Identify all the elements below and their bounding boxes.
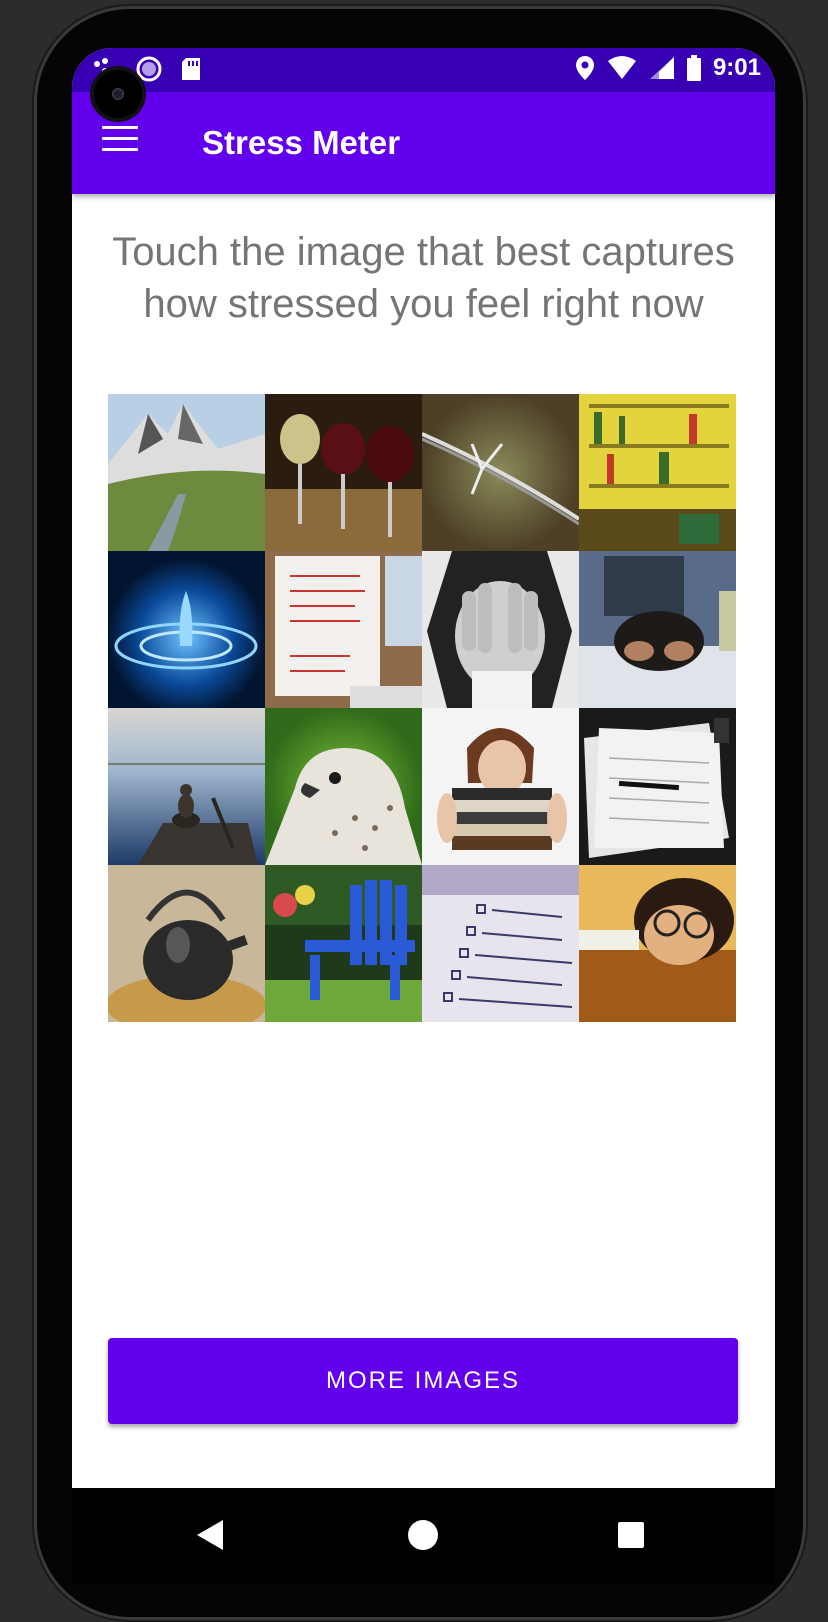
- app-bar: Stress Meter: [72, 92, 775, 194]
- more-images-button[interactable]: MORE IMAGES: [108, 1338, 738, 1424]
- navigation-bar: [72, 1488, 775, 1584]
- teapot-image[interactable]: [108, 865, 265, 1022]
- blue-chair-image[interactable]: [265, 865, 422, 1022]
- prompt-text: Touch the image that best captures how s…: [112, 230, 735, 326]
- wine-glasses-image[interactable]: [265, 394, 422, 551]
- paper-pile-image[interactable]: [579, 708, 736, 865]
- status-time: 9:01: [712, 54, 761, 81]
- location-icon: [575, 56, 594, 80]
- falcon-image[interactable]: [265, 708, 422, 865]
- signal-icon: [649, 57, 674, 79]
- status-bar: 9:01: [72, 48, 775, 92]
- app-screen: 9:01 Stress Meter Touch the image that b…: [72, 48, 775, 1488]
- back-icon[interactable]: [197, 1520, 223, 1550]
- barbed-wire-image[interactable]: [422, 394, 579, 551]
- sd-card-icon: [182, 58, 200, 80]
- todo-list-notebook-image[interactable]: [265, 551, 422, 708]
- meditating-on-dock-image[interactable]: [108, 708, 265, 865]
- water-drop-image[interactable]: [108, 551, 265, 708]
- stressed-in-bed-image[interactable]: [579, 551, 736, 708]
- woman-with-books-image[interactable]: [422, 708, 579, 865]
- recents-icon[interactable]: [618, 1522, 644, 1548]
- notification-dots-icon: [94, 58, 108, 74]
- sleeping-on-desk-image[interactable]: [579, 865, 736, 1022]
- home-icon[interactable]: [408, 1520, 438, 1550]
- app-title: Stress Meter: [202, 124, 401, 161]
- messy-bookshelf-image[interactable]: [579, 394, 736, 551]
- hamburger-menu-icon[interactable]: [102, 126, 138, 156]
- front-camera: [94, 70, 142, 118]
- hands-over-face-image[interactable]: [422, 551, 579, 708]
- mountain-valley-image[interactable]: [108, 394, 265, 551]
- handwritten-list-image[interactable]: [422, 865, 579, 1022]
- battery-icon: [686, 55, 701, 81]
- image-grid: [108, 394, 736, 1022]
- wifi-icon: [607, 56, 636, 79]
- circle-app-icon: [136, 56, 162, 82]
